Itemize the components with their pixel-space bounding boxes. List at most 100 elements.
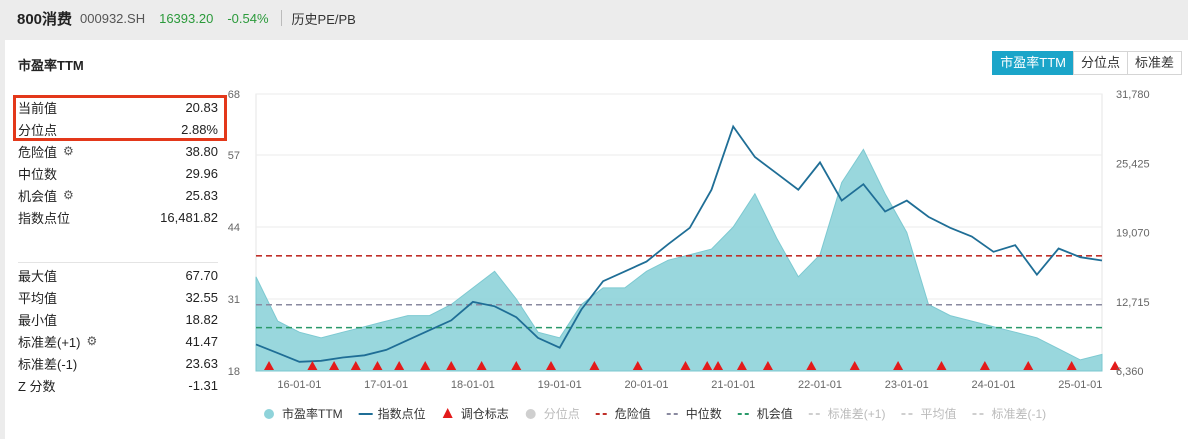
legend-label: 标准差(-1) xyxy=(991,407,1046,421)
stat-value: 20.83 xyxy=(185,99,218,115)
gear-icon[interactable]: ⚙ xyxy=(63,188,74,202)
rebalance-marker xyxy=(632,361,643,370)
legend-label: 调仓标志 xyxy=(461,407,509,421)
rebalance-marker xyxy=(806,361,817,370)
x-axis-tick: 19-01-01 xyxy=(538,379,582,391)
stat-median: 中位数 29.96 xyxy=(18,162,218,184)
rebalance-marker xyxy=(589,361,600,370)
stat-opportunity-value: 机会值 ⚙ 25.83 xyxy=(18,184,218,206)
left-axis-tick: 68 xyxy=(228,89,240,101)
stat-std-minus-1: 标准差(-1) 23.63 xyxy=(18,352,218,374)
rebalance-marker xyxy=(420,361,431,370)
index-change: -0.54% xyxy=(227,10,269,26)
legend-label: 分位点 xyxy=(544,406,580,421)
stat-value: 29.96 xyxy=(185,165,218,181)
rebalance-marker xyxy=(511,361,522,370)
rebalance-marker xyxy=(329,361,340,370)
stat-value: 18.82 xyxy=(185,311,218,327)
stat-label: 中位数 xyxy=(18,166,58,182)
x-axis-tick: 24-01-01 xyxy=(972,379,1016,391)
rebalance-marker xyxy=(1066,361,1077,370)
stat-mean: 平均值 32.55 xyxy=(18,286,218,308)
stat-index-level: 指数点位 16,481.82 xyxy=(18,206,218,228)
highlight-box xyxy=(13,95,227,141)
stat-label: 危险值 xyxy=(18,144,58,160)
right-axis-tick: 25,425 xyxy=(1116,158,1150,170)
stat-label: 指数点位 xyxy=(18,210,71,226)
legend-label: 中位数 xyxy=(686,406,722,421)
legend-label: 危险值 xyxy=(615,406,651,421)
rebalance-marker xyxy=(350,361,361,370)
pe-chart: 18 31 44 57 68 6,360 12,715 19,070 25,425 31,780 1… xyxy=(228,89,1150,421)
stat-label: 标准差(-1) xyxy=(18,356,78,372)
rebalance-marker xyxy=(1023,361,1034,370)
rebalance-marker xyxy=(546,361,557,370)
rebalance-marker xyxy=(893,361,904,370)
rebalance-marker xyxy=(736,361,747,370)
rebalance-marker xyxy=(264,361,275,370)
rebalance-marker xyxy=(476,361,487,370)
stat-label: Z 分数 xyxy=(18,378,56,394)
stat-label: 最小值 xyxy=(18,312,58,328)
stat-value: 41.47 xyxy=(185,333,218,349)
right-axis-tick: 31,780 xyxy=(1116,89,1150,101)
pe-ttm-area xyxy=(255,148,1103,372)
rebalance-marker xyxy=(713,361,724,370)
left-axis-tick: 57 xyxy=(228,150,240,162)
legend-label: 平均值 xyxy=(920,406,956,421)
stat-value: -1.31 xyxy=(188,377,218,393)
rebalance-marker xyxy=(446,361,457,370)
stat-label: 分位点 xyxy=(18,122,58,138)
rebalance-marker xyxy=(1110,361,1121,370)
stat-min: 最小值 18.82 xyxy=(18,308,218,330)
stat-label: 最大值 xyxy=(18,268,58,284)
stat-std-plus-1: 标准差(+1) ⚙ 41.47 xyxy=(18,330,218,352)
legend-label: 标准差(+1) xyxy=(828,407,886,421)
rebalance-marker xyxy=(394,361,405,370)
stat-z-score: Z 分数 -1.31 xyxy=(18,374,218,396)
right-axis-tick: 6,360 xyxy=(1116,366,1144,378)
x-axis-tick: 23-01-01 xyxy=(885,379,929,391)
left-axis-tick: 31 xyxy=(228,294,240,306)
top-bar: 800消费 000932.SH 16393.20 -0.54% 历史PE/PB xyxy=(0,0,1188,36)
stat-danger-value: 危险值 ⚙ 38.80 xyxy=(18,140,218,162)
stat-percentile: 分位点 2.88% xyxy=(18,118,218,140)
chart-panel: 市盈率TTM 市盈率TTM 分位点 标准差 当前值 20.83 分位点 2.88… xyxy=(5,40,1188,439)
rebalance-marker xyxy=(979,361,990,370)
stat-value: 38.80 xyxy=(185,143,218,159)
gear-icon[interactable]: ⚙ xyxy=(86,334,98,348)
stat-max: 最大值 67.70 xyxy=(18,264,218,286)
legend-label: 机会值 xyxy=(757,406,793,421)
index-code: 000932.SH xyxy=(80,10,146,26)
panel-title: 市盈率TTM xyxy=(18,58,84,73)
x-axis-tick: 18-01-01 xyxy=(451,379,495,391)
rebalance-marker xyxy=(936,361,947,370)
left-axis-tick: 18 xyxy=(228,366,240,378)
stat-value: 16,481.82 xyxy=(160,209,218,225)
rebalance-marker xyxy=(680,361,691,370)
stat-value: 32.55 xyxy=(185,289,218,305)
tab-std-dev[interactable]: 标准差 xyxy=(1126,51,1182,75)
index-price: 16393.20 xyxy=(159,10,214,26)
stat-label: 标准差(+1) xyxy=(18,334,81,350)
history-pe-pb-link[interactable]: 历史PE/PB xyxy=(291,11,356,27)
x-axis-tick: 17-01-01 xyxy=(364,379,408,391)
x-axis-tick: 20-01-01 xyxy=(624,379,668,391)
divider xyxy=(280,10,282,26)
stat-value: 67.70 xyxy=(185,267,218,283)
right-axis-tick: 12,715 xyxy=(1116,297,1150,309)
rebalance-marker xyxy=(307,361,318,370)
stat-current-value: 当前值 20.83 xyxy=(18,96,218,118)
stat-value: 25.83 xyxy=(185,187,218,203)
rebalance-marker xyxy=(372,361,383,370)
index-level-line xyxy=(255,124,1103,363)
metric-tabs: 市盈率TTM 分位点 标准差 xyxy=(992,51,1182,75)
legend-dot xyxy=(264,409,274,419)
x-axis-tick: 22-01-01 xyxy=(798,379,842,391)
stat-label: 机会值 xyxy=(18,188,58,204)
stat-label: 平均值 xyxy=(18,290,58,306)
x-axis-tick: 25-01-01 xyxy=(1058,379,1102,391)
legend-triangle xyxy=(442,408,453,418)
x-axis-tick: 16-01-01 xyxy=(277,379,321,391)
gear-icon[interactable]: ⚙ xyxy=(63,144,74,158)
